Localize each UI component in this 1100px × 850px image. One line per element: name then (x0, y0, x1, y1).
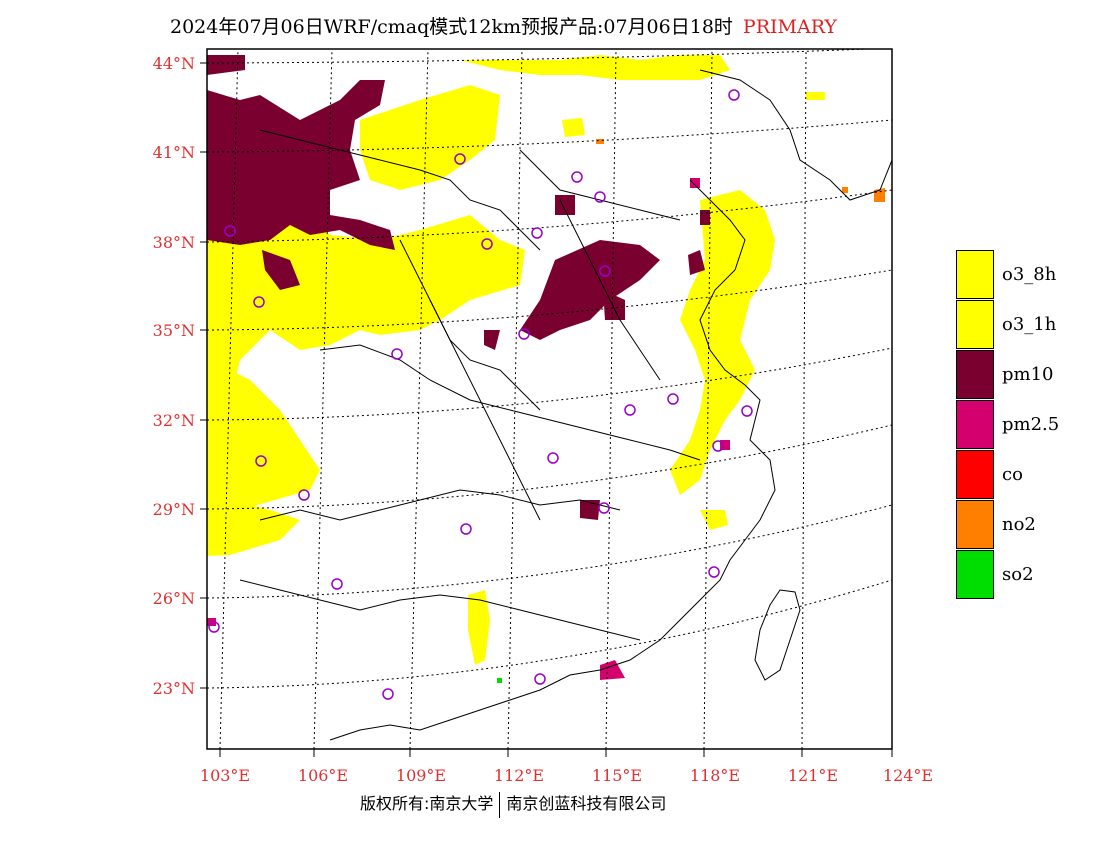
lat-label: 44°N (153, 54, 195, 73)
station-marker (667, 393, 679, 405)
legend-label: pm10 (1002, 364, 1054, 385)
station-marker (594, 191, 606, 203)
legend-item-o3-8h: o3_8h (956, 250, 1096, 300)
station-marker (708, 566, 720, 578)
legend-label: o3_8h (1002, 264, 1057, 285)
lon-label: 112°E (494, 766, 544, 785)
station-marker (253, 296, 265, 308)
map-title: 2024年07月06日WRF/cmaq模式12km预报产品:07月06日18时 P… (170, 12, 837, 39)
legend-item-pm25: pm2.5 (956, 400, 1096, 450)
station-marker (571, 171, 583, 183)
station-marker (382, 688, 394, 700)
legend-item-pm10: pm10 (956, 350, 1096, 400)
legend-label: so2 (1002, 564, 1034, 585)
map-frame (206, 48, 893, 750)
station-marker (531, 227, 543, 239)
legend-swatch (956, 350, 994, 399)
lat-axis: 44°N 41°N 38°N 35°N 32°N 29°N 26°N 23°N (153, 54, 207, 698)
legend-item-o3-1h: o3_1h (956, 300, 1096, 350)
station-marker (481, 238, 493, 250)
legend-swatch (956, 550, 994, 599)
legend-swatch (956, 400, 994, 449)
legend-label: pm2.5 (1002, 414, 1060, 435)
pm10-areas (207, 55, 710, 520)
legend-swatch (956, 500, 994, 549)
lat-label: 38°N (153, 233, 195, 252)
graticule (207, 49, 892, 749)
legend-label: no2 (1002, 514, 1036, 535)
legend-label: co (1002, 464, 1023, 485)
lon-label: 115°E (592, 766, 642, 785)
station-marker (518, 328, 530, 340)
lon-label: 106°E (298, 766, 348, 785)
station-marker (255, 455, 267, 467)
station-marker (741, 405, 753, 417)
pm25-areas (207, 178, 730, 680)
lat-label: 41°N (153, 143, 195, 162)
station-marker (534, 673, 546, 685)
legend-item-no2: no2 (956, 500, 1096, 550)
station-marker (712, 440, 724, 452)
lon-axis: 103°E 106°E 109°E 112°E 115°E 118°E 121°… (200, 749, 933, 785)
lon-label: 109°E (396, 766, 446, 785)
copyright-footer: 版权所有:南京大学 南京创蓝科技有限公司 (360, 790, 666, 818)
station-marker (599, 265, 611, 277)
legend-item-so2: so2 (956, 550, 1096, 600)
station-marker (598, 502, 610, 514)
copyright-right: 南京创蓝科技有限公司 (506, 794, 667, 813)
legend-item-co: co (956, 450, 1096, 500)
station-marker (460, 523, 472, 535)
footer-divider (499, 791, 501, 818)
lon-label: 121°E (788, 766, 838, 785)
station-marker (208, 621, 220, 633)
legend-swatch (956, 300, 994, 349)
legend-swatch (956, 250, 994, 299)
lat-label: 23°N (153, 679, 195, 698)
lon-label: 118°E (690, 766, 740, 785)
pollution-layer (207, 55, 885, 683)
legend-label: o3_1h (1002, 314, 1057, 335)
station-marker (547, 452, 559, 464)
copyright-left: 版权所有:南京大学 (360, 794, 494, 813)
station-marker (298, 489, 310, 501)
title-tag: PRIMARY (742, 16, 837, 38)
lat-label: 35°N (153, 321, 195, 340)
station-marker (224, 225, 236, 237)
lon-label: 124°E (883, 766, 933, 785)
title-main: 2024年07月06日WRF/cmaq模式12km预报产品:07月06日18时 (170, 16, 733, 38)
legend: o3_8h o3_1h pm10 pm2.5 co no2 so2 (956, 250, 1096, 600)
station-marker (624, 404, 636, 416)
station-marker (391, 348, 403, 360)
station-marker (331, 578, 343, 590)
lon-label: 103°E (200, 766, 250, 785)
lat-label: 26°N (153, 589, 195, 608)
station-marker (454, 153, 466, 165)
station-marker (728, 89, 740, 101)
legend-swatch (956, 450, 994, 499)
lat-label: 32°N (153, 411, 195, 430)
station-markers (208, 89, 753, 700)
o3-areas (207, 55, 825, 665)
so2-areas (497, 678, 502, 683)
lat-label: 29°N (153, 500, 195, 519)
